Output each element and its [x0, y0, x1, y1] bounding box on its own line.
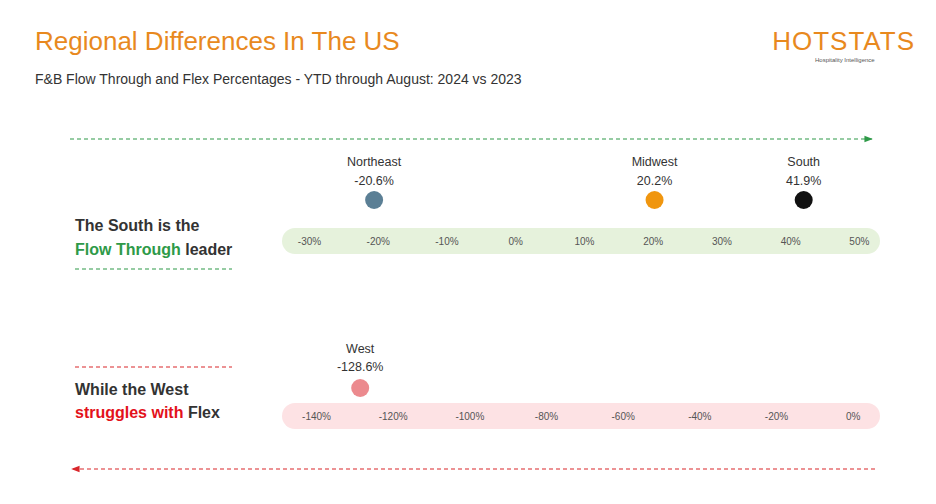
axis-band: [282, 403, 880, 429]
dot: [365, 191, 383, 209]
tick-label: 40%: [781, 236, 801, 247]
logo-tagline: Hospitality Intelligence: [815, 57, 875, 63]
tick-label: 10%: [574, 236, 594, 247]
tick-label: -20%: [367, 236, 390, 247]
dot: [646, 191, 664, 209]
tick-label: -30%: [298, 236, 321, 247]
side-title: Flow Through leader: [75, 241, 232, 258]
tick-label: -120%: [379, 411, 408, 422]
background: [0, 0, 936, 504]
direction-arrow: [70, 138, 872, 139]
category-label: Midwest: [632, 155, 678, 169]
chart-canvas: Regional Differences In The US F&B Flow T…: [0, 0, 936, 504]
tick-label: 50%: [849, 236, 869, 247]
data-label: 41.9%: [786, 174, 821, 188]
data-label: -20.6%: [354, 174, 394, 188]
page-title: Regional Differences In The US: [35, 26, 400, 56]
side-title: The South is the: [75, 217, 200, 234]
marks: [365, 191, 813, 209]
side-divider: [75, 366, 232, 367]
dot-chart: The South is the Flow Through leader -30% -…: [75, 155, 880, 269]
page-subtitle: F&B Flow Through and Flex Percentages - …: [35, 71, 522, 87]
category-label: South: [787, 155, 820, 169]
side-title-part: leader: [181, 241, 233, 258]
tick-label: 0%: [846, 411, 861, 422]
tick-label: -60%: [611, 411, 634, 422]
dot-chart: While the West struggles with Flex -140% -1…: [75, 342, 880, 429]
tick-label: -100%: [455, 411, 484, 422]
direction-arrow: [72, 468, 875, 469]
side-title: While the West: [75, 381, 189, 398]
tick-label: 20%: [643, 236, 663, 247]
data-label: 20.2%: [637, 174, 672, 188]
tick-label: -10%: [435, 236, 458, 247]
side-divider: [75, 268, 232, 269]
tick-label: -140%: [302, 411, 331, 422]
category-label: West: [346, 342, 375, 356]
axis-band: [282, 228, 880, 254]
category-label: Northeast: [347, 155, 402, 169]
dot: [795, 191, 813, 209]
dot: [351, 379, 369, 397]
marks: [351, 379, 369, 397]
tick-label: 0%: [508, 236, 523, 247]
side-title: struggles with Flex: [75, 404, 220, 421]
side-title-part: Flex: [183, 404, 220, 421]
tick-label: 30%: [712, 236, 732, 247]
tick-label: -20%: [765, 411, 788, 422]
tick-label: -80%: [535, 411, 558, 422]
data-label: -128.6%: [337, 360, 384, 374]
logo: HOTSTATS: [772, 26, 915, 56]
tick-label: -40%: [688, 411, 711, 422]
side-title-highlight: Flow Through: [75, 241, 181, 258]
side-title-highlight: struggles with: [75, 404, 183, 421]
